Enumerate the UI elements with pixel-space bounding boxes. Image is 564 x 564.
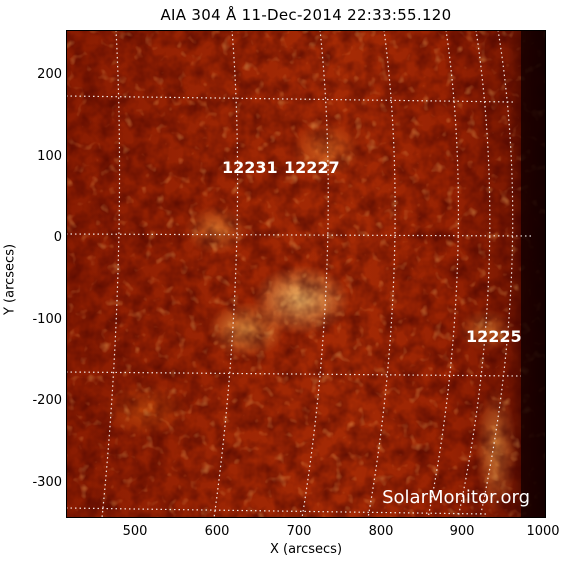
active-region-label: 12227 (284, 158, 340, 177)
latitude-line (66, 371, 522, 377)
coordinate-grid (66, 30, 546, 518)
y-tick-label: -300 (32, 475, 62, 490)
longitude-line (367, 30, 396, 518)
longitude-line (301, 30, 329, 518)
y-tick-label: -200 (32, 393, 62, 408)
x-tick-label: 900 (449, 524, 475, 539)
watermark: SolarMonitor.org (382, 487, 530, 508)
active-region-label: 12225 (466, 327, 522, 346)
x-axis-label: X (arcsecs) (269, 542, 343, 557)
longitude-line (457, 30, 491, 518)
y-tick-label: 200 (37, 67, 62, 82)
longitude-line (427, 30, 460, 518)
y-tick-label: -100 (32, 312, 62, 327)
x-tick-label: 1000 (526, 524, 560, 539)
active-region-label: 12231 (222, 158, 278, 177)
latitude-line (66, 233, 535, 237)
x-tick-label: 800 (368, 524, 394, 539)
longitude-line (479, 30, 514, 518)
longitude-line (213, 30, 239, 518)
y-axis-label: Y (arcsecs) (2, 243, 18, 316)
longitude-line (101, 30, 121, 518)
solar-image: 12231 12227 12225 SolarMonitor.org (66, 30, 546, 518)
x-tick-label: 500 (122, 524, 148, 539)
y-tick-label: 100 (37, 149, 62, 164)
x-tick-label: 600 (204, 524, 230, 539)
x-tick-label: 700 (286, 524, 312, 539)
y-tick-label: 0 (53, 230, 62, 245)
image-title: AIA 304 Å 11-Dec-2014 22:33:55.120 (160, 6, 452, 24)
